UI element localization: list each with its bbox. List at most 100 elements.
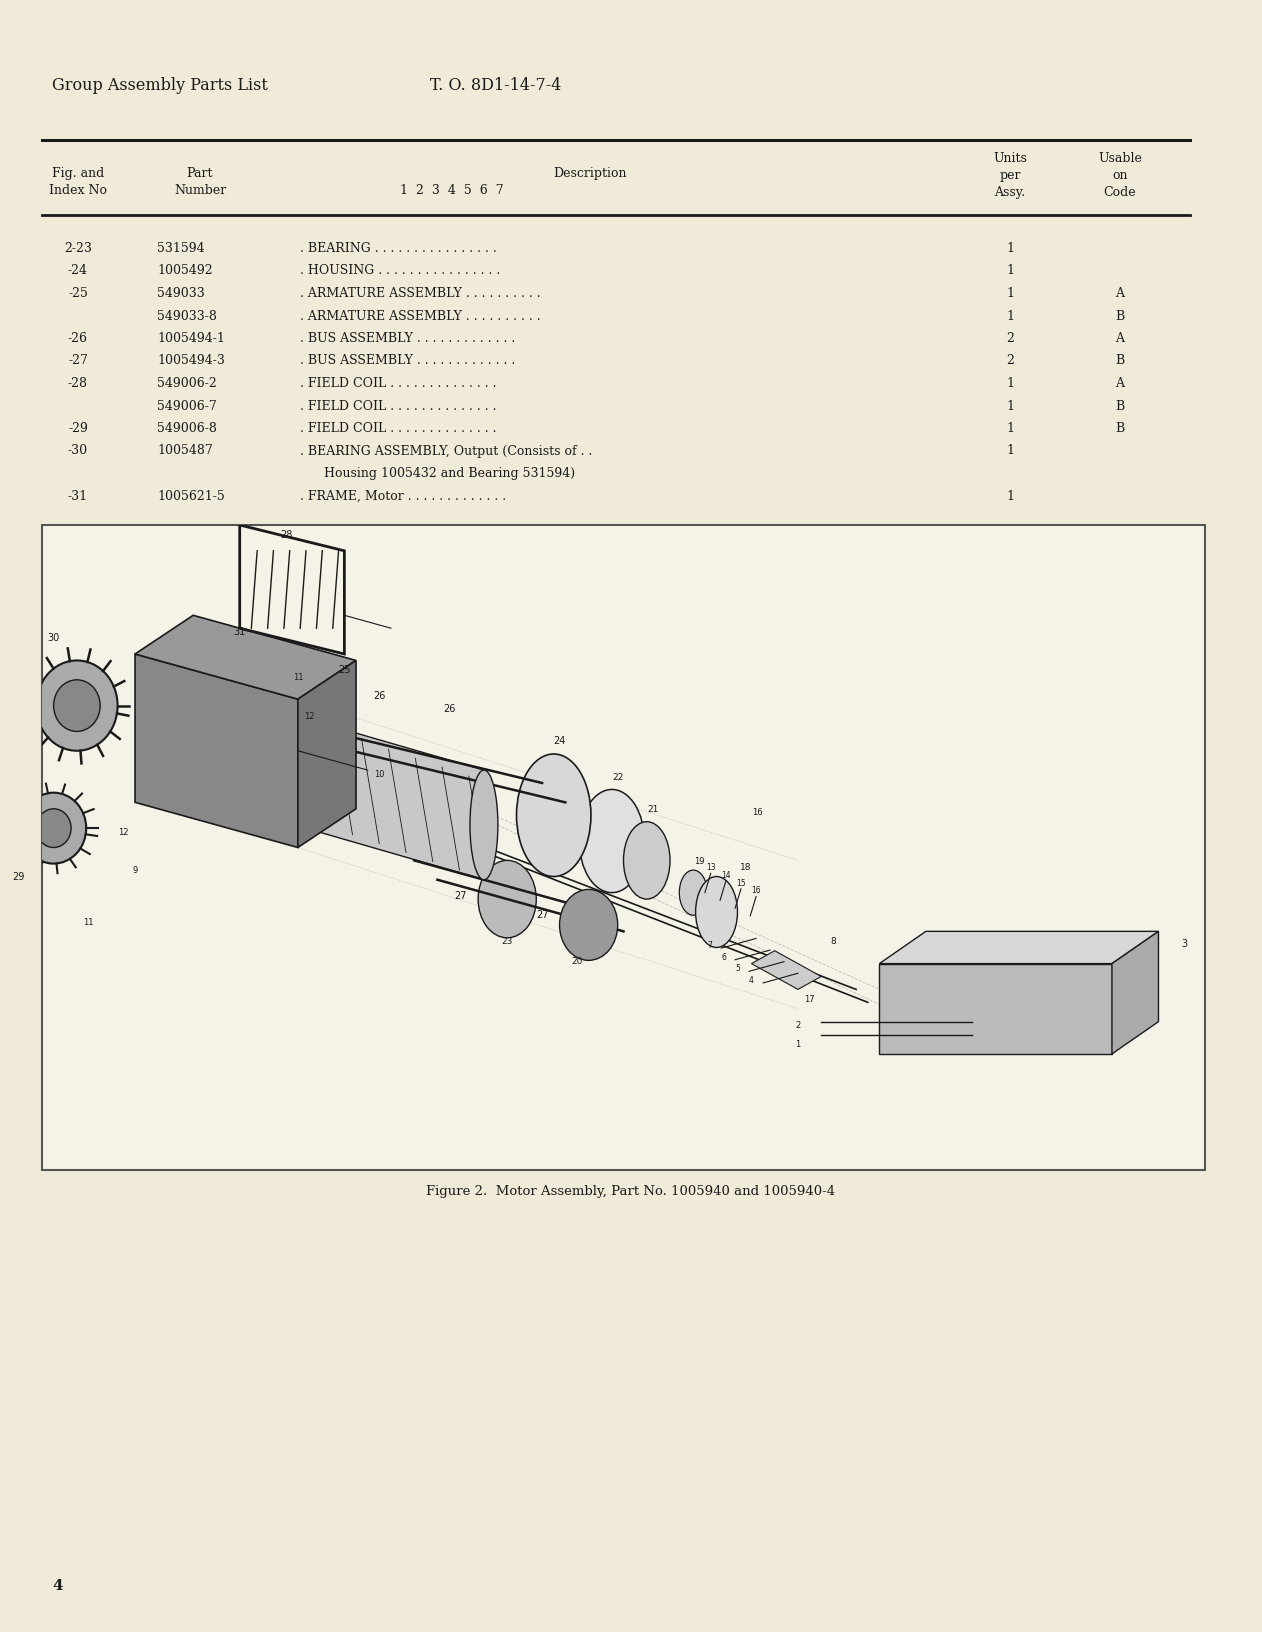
Bar bbox=[42, 526, 1205, 1170]
Text: . BUS ASSEMBLY . . . . . . . . . . . . .: . BUS ASSEMBLY . . . . . . . . . . . . . bbox=[300, 331, 515, 344]
Text: 1: 1 bbox=[1006, 490, 1013, 503]
Text: Group Assembly Parts List: Group Assembly Parts List bbox=[52, 77, 268, 95]
Text: 1005487: 1005487 bbox=[156, 444, 213, 457]
Text: 11: 11 bbox=[293, 672, 303, 682]
Text: -31: -31 bbox=[68, 490, 88, 503]
Ellipse shape bbox=[199, 692, 233, 803]
Text: -28: -28 bbox=[68, 377, 88, 390]
Text: 12: 12 bbox=[304, 712, 314, 720]
Text: Units: Units bbox=[993, 152, 1027, 165]
Text: B: B bbox=[1116, 423, 1124, 436]
Text: 12: 12 bbox=[119, 827, 129, 837]
Text: B: B bbox=[1116, 310, 1124, 323]
Text: 25: 25 bbox=[338, 666, 351, 676]
Text: . BEARING . . . . . . . . . . . . . . . .: . BEARING . . . . . . . . . . . . . . . … bbox=[300, 242, 497, 255]
Text: Number: Number bbox=[174, 184, 226, 197]
Text: . ARMATURE ASSEMBLY . . . . . . . . . .: . ARMATURE ASSEMBLY . . . . . . . . . . bbox=[300, 310, 540, 323]
Text: 1: 1 bbox=[1006, 264, 1013, 277]
Text: T. O. 8D1-14-7-4: T. O. 8D1-14-7-4 bbox=[430, 77, 562, 95]
Text: 16: 16 bbox=[752, 808, 762, 818]
Text: 549006-2: 549006-2 bbox=[156, 377, 217, 390]
Text: -27: -27 bbox=[68, 354, 88, 367]
Text: 2: 2 bbox=[1006, 331, 1013, 344]
Text: . BEARING ASSEMBLY, Output (Consists of . .: . BEARING ASSEMBLY, Output (Consists of … bbox=[300, 444, 592, 457]
Text: 2: 2 bbox=[1006, 354, 1013, 367]
Text: 531594: 531594 bbox=[156, 242, 204, 255]
Text: 1: 1 bbox=[1006, 377, 1013, 390]
Text: 4: 4 bbox=[748, 976, 753, 986]
Polygon shape bbox=[298, 661, 356, 847]
Text: 16: 16 bbox=[751, 886, 761, 896]
Text: 13: 13 bbox=[705, 863, 716, 871]
Text: 23: 23 bbox=[501, 937, 512, 947]
Text: A: A bbox=[1116, 331, 1124, 344]
Text: 1  2  3  4  5  6  7: 1 2 3 4 5 6 7 bbox=[400, 184, 504, 197]
Text: . ARMATURE ASSEMBLY . . . . . . . . . .: . ARMATURE ASSEMBLY . . . . . . . . . . bbox=[300, 287, 540, 300]
Text: 1: 1 bbox=[1006, 444, 1013, 457]
Text: B: B bbox=[1116, 354, 1124, 367]
Ellipse shape bbox=[516, 754, 591, 876]
Text: 30: 30 bbox=[48, 633, 59, 643]
Text: Description: Description bbox=[553, 166, 627, 180]
Text: 15: 15 bbox=[736, 878, 746, 888]
Text: . FRAME, Motor . . . . . . . . . . . . .: . FRAME, Motor . . . . . . . . . . . . . bbox=[300, 490, 506, 503]
Text: A: A bbox=[1116, 287, 1124, 300]
Text: 1: 1 bbox=[795, 1041, 800, 1049]
Text: 1: 1 bbox=[1006, 287, 1013, 300]
Text: on: on bbox=[1112, 170, 1128, 183]
Text: 1005492: 1005492 bbox=[156, 264, 212, 277]
Text: 20: 20 bbox=[572, 956, 583, 966]
Polygon shape bbox=[135, 615, 356, 698]
Text: . BUS ASSEMBLY . . . . . . . . . . . . .: . BUS ASSEMBLY . . . . . . . . . . . . . bbox=[300, 354, 515, 367]
Text: Figure 2.  Motor Assembly, Part No. 1005940 and 1005940-4: Figure 2. Motor Assembly, Part No. 10059… bbox=[427, 1185, 835, 1198]
Ellipse shape bbox=[695, 876, 737, 948]
Text: 1005494-1: 1005494-1 bbox=[156, 331, 225, 344]
Text: 31: 31 bbox=[233, 627, 246, 636]
Text: 7: 7 bbox=[707, 942, 712, 950]
Text: 1: 1 bbox=[1006, 242, 1013, 255]
Ellipse shape bbox=[623, 821, 670, 899]
Text: 2-23: 2-23 bbox=[64, 242, 92, 255]
Text: -29: -29 bbox=[68, 423, 88, 436]
Text: 1: 1 bbox=[1006, 310, 1013, 323]
Text: 24: 24 bbox=[553, 736, 565, 746]
Text: 27: 27 bbox=[536, 911, 549, 920]
Text: 26: 26 bbox=[443, 703, 456, 715]
Text: . FIELD COIL . . . . . . . . . . . . . .: . FIELD COIL . . . . . . . . . . . . . . bbox=[300, 400, 496, 413]
Text: 549006-7: 549006-7 bbox=[156, 400, 217, 413]
Text: Housing 1005432 and Bearing 531594): Housing 1005432 and Bearing 531594) bbox=[300, 467, 575, 480]
Ellipse shape bbox=[37, 809, 71, 847]
Polygon shape bbox=[751, 951, 822, 989]
Text: -30: -30 bbox=[68, 444, 88, 457]
Polygon shape bbox=[880, 932, 1159, 963]
Ellipse shape bbox=[53, 681, 100, 731]
Text: 8: 8 bbox=[830, 937, 835, 947]
Text: 27: 27 bbox=[454, 891, 467, 901]
Ellipse shape bbox=[37, 661, 117, 751]
Text: A: A bbox=[1116, 377, 1124, 390]
Text: 11: 11 bbox=[83, 917, 93, 927]
Text: Usable: Usable bbox=[1098, 152, 1142, 165]
Text: per: per bbox=[1000, 170, 1021, 183]
Text: Part: Part bbox=[187, 166, 213, 180]
Text: 22: 22 bbox=[612, 774, 623, 782]
Text: Fig. and: Fig. and bbox=[52, 166, 105, 180]
Text: 549006-8: 549006-8 bbox=[156, 423, 217, 436]
Text: 17: 17 bbox=[804, 996, 815, 1004]
Ellipse shape bbox=[469, 770, 498, 880]
Text: 1005621-5: 1005621-5 bbox=[156, 490, 225, 503]
Text: 21: 21 bbox=[647, 805, 659, 814]
Text: 10: 10 bbox=[374, 770, 385, 778]
Text: B: B bbox=[1116, 400, 1124, 413]
Text: 3: 3 bbox=[1181, 940, 1188, 950]
Polygon shape bbox=[1112, 932, 1159, 1054]
Text: -24: -24 bbox=[68, 264, 88, 277]
Text: 19: 19 bbox=[694, 857, 704, 865]
Text: . FIELD COIL . . . . . . . . . . . . . .: . FIELD COIL . . . . . . . . . . . . . . bbox=[300, 423, 496, 436]
Text: 9: 9 bbox=[133, 867, 138, 875]
Text: 1: 1 bbox=[1006, 400, 1013, 413]
Polygon shape bbox=[217, 692, 483, 880]
Text: 2: 2 bbox=[795, 1022, 800, 1030]
Ellipse shape bbox=[679, 870, 707, 916]
Text: 14: 14 bbox=[721, 871, 731, 880]
